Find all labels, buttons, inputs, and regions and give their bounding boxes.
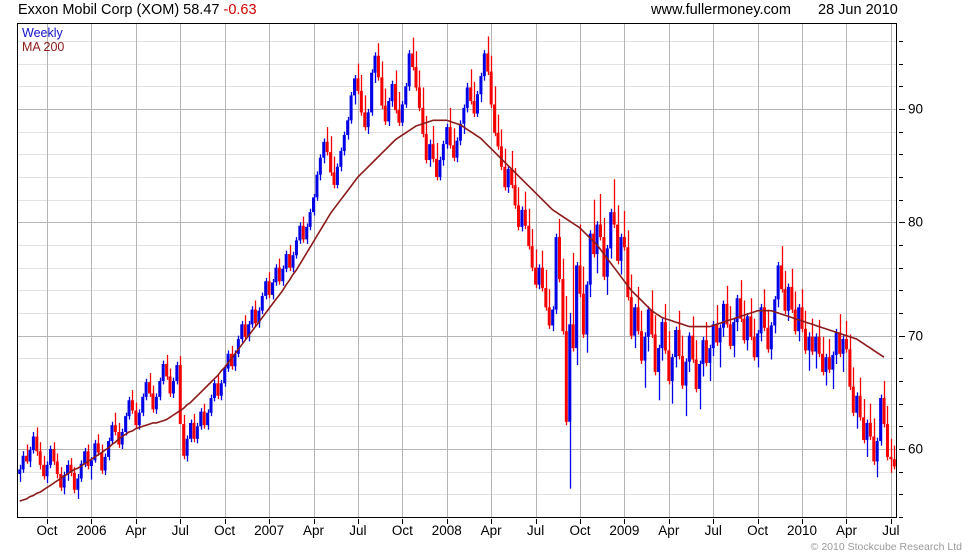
x-axis-tick <box>47 519 48 524</box>
x-axis-tick <box>846 519 847 524</box>
y-axis-tick <box>899 245 903 246</box>
y-axis-tick <box>899 222 905 224</box>
y-axis-tick <box>899 177 903 178</box>
y-axis-label: 60 <box>908 441 924 457</box>
y-axis: 60 70 80 90 <box>899 23 969 519</box>
price-change: -0.63 <box>223 2 257 18</box>
x-axis-tick <box>491 519 492 524</box>
y-axis-label: 70 <box>908 328 924 344</box>
x-axis-tick <box>536 519 537 524</box>
x-axis-label: Oct <box>36 523 58 538</box>
instrument-title: Exxon Mobil Corp (XOM) 58.47 <box>18 2 220 18</box>
y-axis-tick <box>899 154 903 156</box>
chart-header: Exxon Mobil Corp (XOM) 58.47 -0.63 www.f… <box>0 0 980 22</box>
y-axis-tick <box>899 335 905 337</box>
y-axis-tick <box>899 313 903 314</box>
y-axis-tick <box>899 358 903 360</box>
x-axis-tick <box>180 519 181 524</box>
x-axis-label: Oct <box>747 523 769 538</box>
y-axis-label: 80 <box>908 214 924 230</box>
x-axis-label: 2009 <box>609 523 640 538</box>
x-axis-tick <box>624 519 625 524</box>
x-axis-tick <box>447 519 448 524</box>
chart-date: 28 Jun 2010 <box>818 2 898 18</box>
x-axis-label: Jul <box>349 523 367 538</box>
y-axis-tick <box>899 199 903 201</box>
page-title: Exxon Mobil Corp (XOM) 58.47 -0.63 <box>18 2 257 18</box>
x-axis-tick <box>314 519 315 524</box>
x-axis-tick <box>713 519 714 524</box>
x-axis-label: Jul <box>171 523 189 538</box>
x-axis-label: 2010 <box>787 523 818 538</box>
y-axis-tick <box>899 517 903 518</box>
x-axis-tick <box>402 519 403 524</box>
legend-moving-average: MA 200 <box>22 40 65 54</box>
x-axis-tick <box>802 519 803 524</box>
y-axis-tick <box>899 86 903 88</box>
y-axis-tick <box>899 494 903 496</box>
y-axis-tick <box>899 41 903 42</box>
x-axis-label: Apr <box>658 523 680 538</box>
x-axis-label: Apr <box>480 523 502 538</box>
website-label: www.fullermoney.com <box>651 2 791 18</box>
x-axis-tick <box>91 519 92 524</box>
y-axis-tick <box>899 63 903 65</box>
x-axis-label: Oct <box>569 523 591 538</box>
y-axis-tick <box>899 267 903 269</box>
x-axis-tick <box>669 519 670 524</box>
x-axis: Oct 2006 Apr Jul Oct 2007 Apr Jul Oct 2008 Apr Jul O… <box>0 519 980 543</box>
y-axis-tick <box>899 449 905 450</box>
x-axis-tick <box>269 519 270 524</box>
y-axis-tick <box>899 109 905 110</box>
x-axis-label: Oct <box>391 523 413 538</box>
x-axis-tick <box>891 519 892 524</box>
x-axis-label: Oct <box>214 523 236 538</box>
x-axis-label: Apr <box>125 523 147 538</box>
x-axis-label: Jul <box>704 523 722 538</box>
copyright-notice: © 2010 Stockcube Research Ltd <box>810 541 962 553</box>
y-axis-label: 90 <box>908 101 924 117</box>
chart-legend: Weekly MA 200 <box>22 26 64 54</box>
y-axis-tick <box>899 426 903 428</box>
y-axis-tick <box>899 131 903 133</box>
x-axis-label: 2006 <box>76 523 107 538</box>
x-axis-label: 2007 <box>254 523 285 538</box>
x-axis-label: Apr <box>302 523 325 538</box>
x-axis-tick <box>225 519 226 524</box>
x-axis-label: Jul <box>882 523 900 538</box>
x-axis-label: Jul <box>526 523 545 538</box>
y-axis-tick <box>899 403 903 405</box>
chart-gridlines <box>18 24 896 517</box>
price-chart-plot: Weekly MA 200 <box>17 23 897 518</box>
y-axis-tick <box>899 290 903 292</box>
x-axis-tick <box>358 519 359 524</box>
x-axis-tick <box>580 519 581 524</box>
x-axis-tick <box>136 519 137 524</box>
y-axis-tick <box>899 381 903 382</box>
x-axis-label: Apr <box>835 523 857 538</box>
y-axis-tick <box>899 471 903 473</box>
x-axis-label: 2008 <box>431 523 462 538</box>
x-axis-tick <box>758 519 759 524</box>
legend-periodicity: Weekly <box>22 26 63 40</box>
chart-series-layer <box>18 36 896 502</box>
